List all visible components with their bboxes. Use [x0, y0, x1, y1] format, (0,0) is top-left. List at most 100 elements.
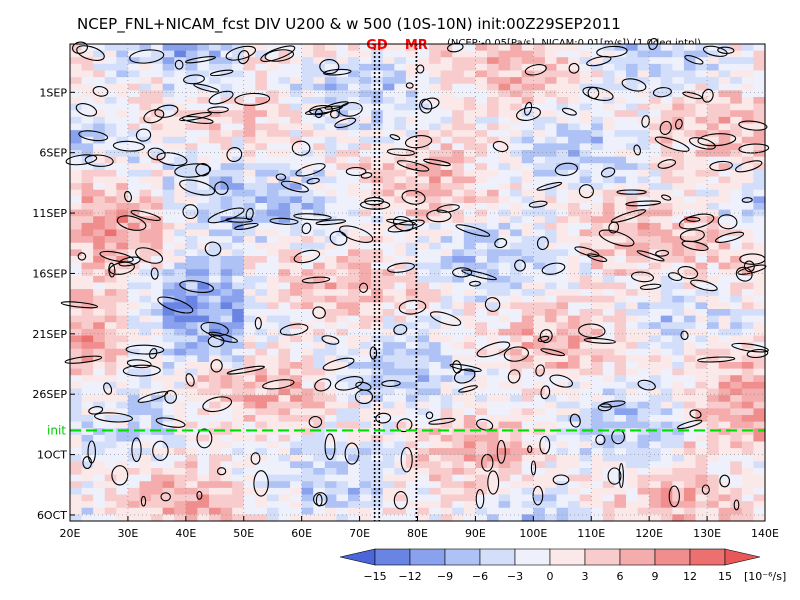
heatmap-cell	[475, 335, 488, 343]
heatmap-cell	[151, 50, 164, 58]
heatmap-cell	[579, 507, 592, 515]
heatmap-cell	[348, 408, 361, 416]
heatmap-cell	[405, 415, 419, 423]
heatmap-cell	[232, 143, 245, 151]
heatmap-cell	[487, 222, 500, 231]
heatmap-cell	[116, 507, 129, 515]
heatmap-cell	[336, 136, 349, 144]
heatmap-cell	[197, 136, 210, 144]
heatmap-cell	[591, 216, 604, 224]
heatmap-cell	[672, 130, 685, 138]
heatmap-cell	[417, 44, 430, 52]
colorbar-swatch	[514, 548, 551, 566]
heatmap-cell	[533, 355, 546, 363]
heatmap-cell	[394, 282, 407, 290]
heatmap-cell	[139, 335, 152, 343]
heatmap-cell	[394, 494, 407, 502]
heatmap-cell	[521, 501, 534, 509]
heatmap-cell	[336, 348, 349, 356]
contour-loop	[264, 49, 295, 62]
heatmap-cell	[301, 103, 314, 111]
heatmap-cell	[266, 461, 280, 469]
heatmap-cell	[209, 163, 222, 171]
contour-loop	[637, 379, 656, 391]
heatmap-cell	[127, 222, 141, 231]
contour-loop	[717, 214, 738, 230]
heatmap-cell	[151, 70, 164, 78]
heatmap-cell	[556, 229, 569, 237]
heatmap-cell	[498, 262, 511, 270]
heatmap-cell	[475, 103, 488, 111]
heatmap-cell	[371, 44, 384, 52]
heatmap-cell	[568, 348, 581, 356]
heatmap-cell	[579, 229, 592, 237]
heatmap-cell	[602, 229, 616, 237]
heatmap-cell	[695, 501, 708, 509]
heatmap-cell	[626, 90, 639, 98]
heatmap-cell	[371, 97, 384, 105]
heatmap-cell	[475, 44, 488, 52]
heatmap-cell	[359, 236, 372, 244]
heatmap-cell	[730, 143, 743, 151]
heatmap-cell	[626, 494, 639, 502]
heatmap-cell	[730, 474, 743, 482]
heatmap-cell	[139, 421, 152, 429]
heatmap-cell	[197, 322, 210, 330]
heatmap-cell	[718, 57, 731, 65]
heatmap-cell	[174, 77, 187, 85]
heatmap-cell	[139, 242, 152, 250]
heatmap-cell	[452, 514, 465, 522]
heatmap-cell	[649, 322, 662, 330]
heatmap-cell	[174, 209, 187, 217]
y-tick-label: 16SEP	[32, 267, 67, 280]
heatmap-cell	[498, 295, 511, 303]
heatmap-cell	[649, 269, 662, 277]
contour-loop	[208, 90, 234, 105]
contour-loop	[688, 137, 716, 150]
heatmap-cell	[359, 348, 372, 356]
heatmap-cell	[730, 289, 743, 297]
heatmap-cell	[220, 143, 233, 151]
heatmap-cell	[730, 415, 743, 423]
heatmap-cell	[104, 236, 117, 244]
heatmap-cell	[394, 415, 407, 423]
contour-loop	[595, 434, 606, 446]
heatmap-cell	[209, 494, 222, 502]
heatmap-cell	[718, 229, 731, 237]
heatmap-cell	[556, 176, 569, 184]
heatmap-cell	[220, 289, 233, 297]
heatmap-cell	[533, 110, 546, 118]
heatmap-cell	[371, 229, 384, 237]
heatmap-cell	[174, 123, 187, 131]
heatmap-cell	[475, 176, 488, 184]
heatmap-cell	[591, 428, 604, 436]
heatmap-cell	[695, 196, 708, 204]
heatmap-cell	[70, 189, 83, 197]
heatmap-cell	[637, 441, 650, 449]
heatmap-cell	[429, 415, 442, 423]
heatmap-cell	[371, 428, 384, 436]
heatmap-cell	[452, 474, 465, 482]
heatmap-cell	[394, 110, 407, 118]
heatmap-cell	[104, 375, 117, 383]
heatmap-cell	[568, 50, 581, 58]
heatmap-cell	[290, 103, 303, 111]
heatmap-cell	[614, 335, 627, 343]
heatmap-cell	[707, 501, 720, 509]
heatmap-cell	[116, 269, 129, 277]
x-tick-label: 120E	[635, 527, 663, 540]
contour-loop	[600, 400, 626, 408]
heatmap-cell	[417, 275, 430, 284]
contour-loop	[524, 64, 547, 76]
heatmap-cell	[151, 77, 164, 85]
heatmap-cell	[417, 282, 430, 290]
heatmap-cell	[591, 282, 604, 290]
heatmap-cell	[429, 401, 442, 409]
heatmap-cell	[683, 315, 697, 323]
heatmap-cell	[116, 123, 129, 131]
heatmap-cell	[139, 262, 152, 270]
contour-loop	[387, 219, 425, 233]
heatmap-cell	[324, 123, 338, 131]
contour-loop	[301, 222, 312, 235]
heatmap-cell	[70, 309, 83, 317]
